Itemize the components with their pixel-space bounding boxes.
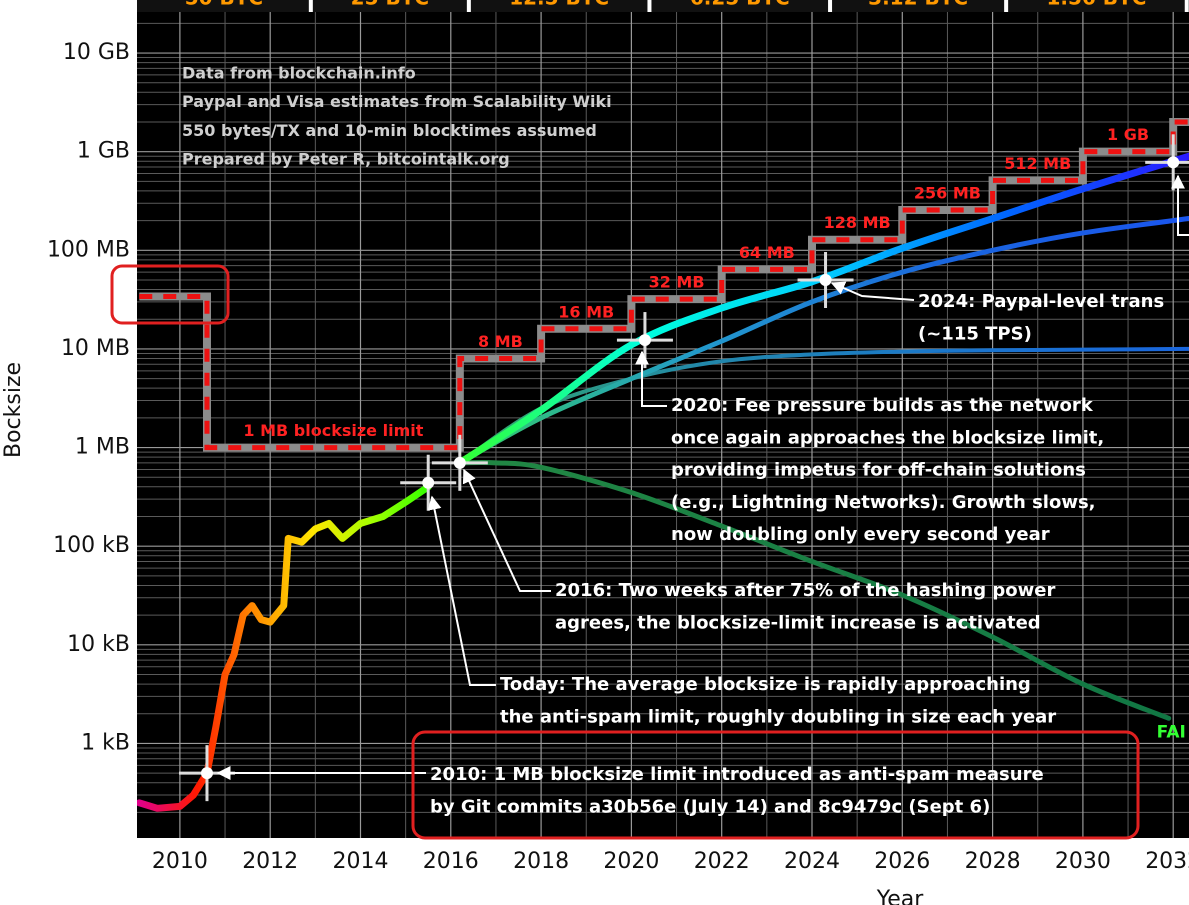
annotation-arrow: [635, 350, 667, 407]
plot-background: [137, 0, 1189, 838]
grid: [137, 0, 1189, 838]
annotation-text: agrees, the blocksize-limit increase is …: [555, 612, 1041, 633]
limit-label: 32 MB: [649, 273, 705, 292]
annotation-text: 2010: 1 MB blocksize limit introduced as…: [430, 764, 1044, 785]
annotation-text: once again approaches the blocksize limi…: [671, 427, 1104, 448]
source-note: Data from blockchain.info: [182, 64, 416, 83]
annotation-arrow: [1171, 174, 1189, 236]
x-tick-label: 2024: [784, 849, 840, 874]
source-note: Paypal and Visa estimates from Scalabili…: [182, 92, 612, 111]
x-tick-label: 2012: [242, 849, 298, 874]
axes: 1 kB 10 kB 100 kB 1 MB 10 MB 100 MB 1 GB 10 GB 2…: [47, 40, 1189, 874]
x-tick-label: 2032: [1145, 849, 1189, 874]
limit-label: 16 MB: [558, 302, 614, 321]
marker-point: [1167, 156, 1180, 169]
limit-label: 256 MB: [914, 184, 981, 203]
era-label: 12.5 BTC: [509, 0, 609, 10]
x-tick-label: 2030: [1055, 849, 1111, 874]
x-tick-label: 2026: [874, 849, 930, 874]
limit-line-dashes: [139, 119, 1189, 451]
annotation-text: 2024: Paypal-level trans: [918, 291, 1164, 312]
series-line: [457, 460, 1172, 721]
marker-point: [422, 476, 435, 489]
x-tick-label: 2028: [965, 849, 1021, 874]
annotation-arrow: [427, 495, 496, 686]
marker-point: [453, 456, 466, 469]
annotation-text: (~115 TPS): [918, 323, 1032, 344]
plot-area: 50 BTC 25 BTC 12.5 BTC 6.25 BTC 3.12 BTC 1.56…: [137, 0, 1189, 817]
marker-point: [638, 334, 651, 347]
y-tick-label: 1 GB: [77, 139, 130, 164]
x-tick-label: 2018: [513, 849, 569, 874]
annotation-text: (e.g., Lightning Networks). Growth slows…: [671, 492, 1096, 513]
y-tick-label: 100 kB: [53, 533, 130, 558]
y-tick-label: 100 MB: [47, 237, 130, 262]
limit-label: 512 MB: [1004, 154, 1071, 173]
y-tick-label: 1 MB: [75, 435, 130, 460]
annotation-text: the anti-spam limit, roughly doubling in…: [500, 706, 1056, 727]
series-line: [457, 216, 1189, 466]
limit-label: 64 MB: [739, 243, 795, 262]
marker-point: [200, 767, 213, 780]
era-label: 3.12 BTC: [868, 0, 968, 10]
era-label: 50 BTC: [185, 0, 263, 10]
source-note: 550 bytes/TX and 10-min blocktimes assum…: [182, 121, 597, 140]
annotation-text: Today: The average blocksize is rapidly …: [500, 674, 1031, 695]
series-line: [456, 152, 1189, 467]
y-axis-label: Bocksize: [1, 362, 26, 458]
era-label: 25 BTC: [351, 0, 429, 10]
x-tick-label: 2020: [603, 849, 659, 874]
highlight-box: [110, 264, 230, 325]
y-tick-label: 10 GB: [63, 40, 130, 65]
limit-label: 128 MB: [824, 213, 891, 232]
x-axis-label: Year: [876, 887, 925, 905]
y-tick-label: 1 kB: [81, 730, 130, 755]
annotation-arrow: [830, 281, 915, 301]
highlight-box: [411, 730, 1140, 840]
x-tick-label: 2016: [423, 849, 479, 874]
annotation-text: 2020: Fee pressure builds as the network: [671, 395, 1094, 416]
y-tick-label: 10 MB: [61, 336, 130, 361]
x-tick-label: 2014: [332, 849, 388, 874]
limit-label: 1 GB: [1107, 125, 1149, 144]
era-label: 6.25 BTC: [690, 0, 790, 10]
annotation-text: now doubling only every second year: [671, 524, 1050, 545]
marker-point: [819, 273, 832, 286]
annotation-arrow: [462, 468, 551, 592]
limit-label: 1 MB blocksize limit: [243, 421, 423, 440]
annotation-text: 2016: Two weeks after 75% of the hashing…: [555, 580, 1055, 601]
x-tick-label: 2022: [694, 849, 750, 874]
era-band: [137, 0, 1189, 12]
source-note: Prepared by Peter R, bitcointalk.org: [182, 150, 510, 169]
series-label: FAI: [1157, 722, 1186, 742]
era-label: 1.56 BTC: [1047, 0, 1147, 10]
annotation-text: providing impetus for off-chain solution…: [671, 460, 1086, 481]
limit-label: 8 MB: [478, 332, 523, 351]
series-line: [137, 483, 432, 812]
annotation-text: by Git commits a30b56e (July 14) and 8c9…: [430, 796, 990, 817]
x-tick-label: 2010: [152, 849, 208, 874]
y-tick-label: 10 kB: [67, 632, 130, 657]
